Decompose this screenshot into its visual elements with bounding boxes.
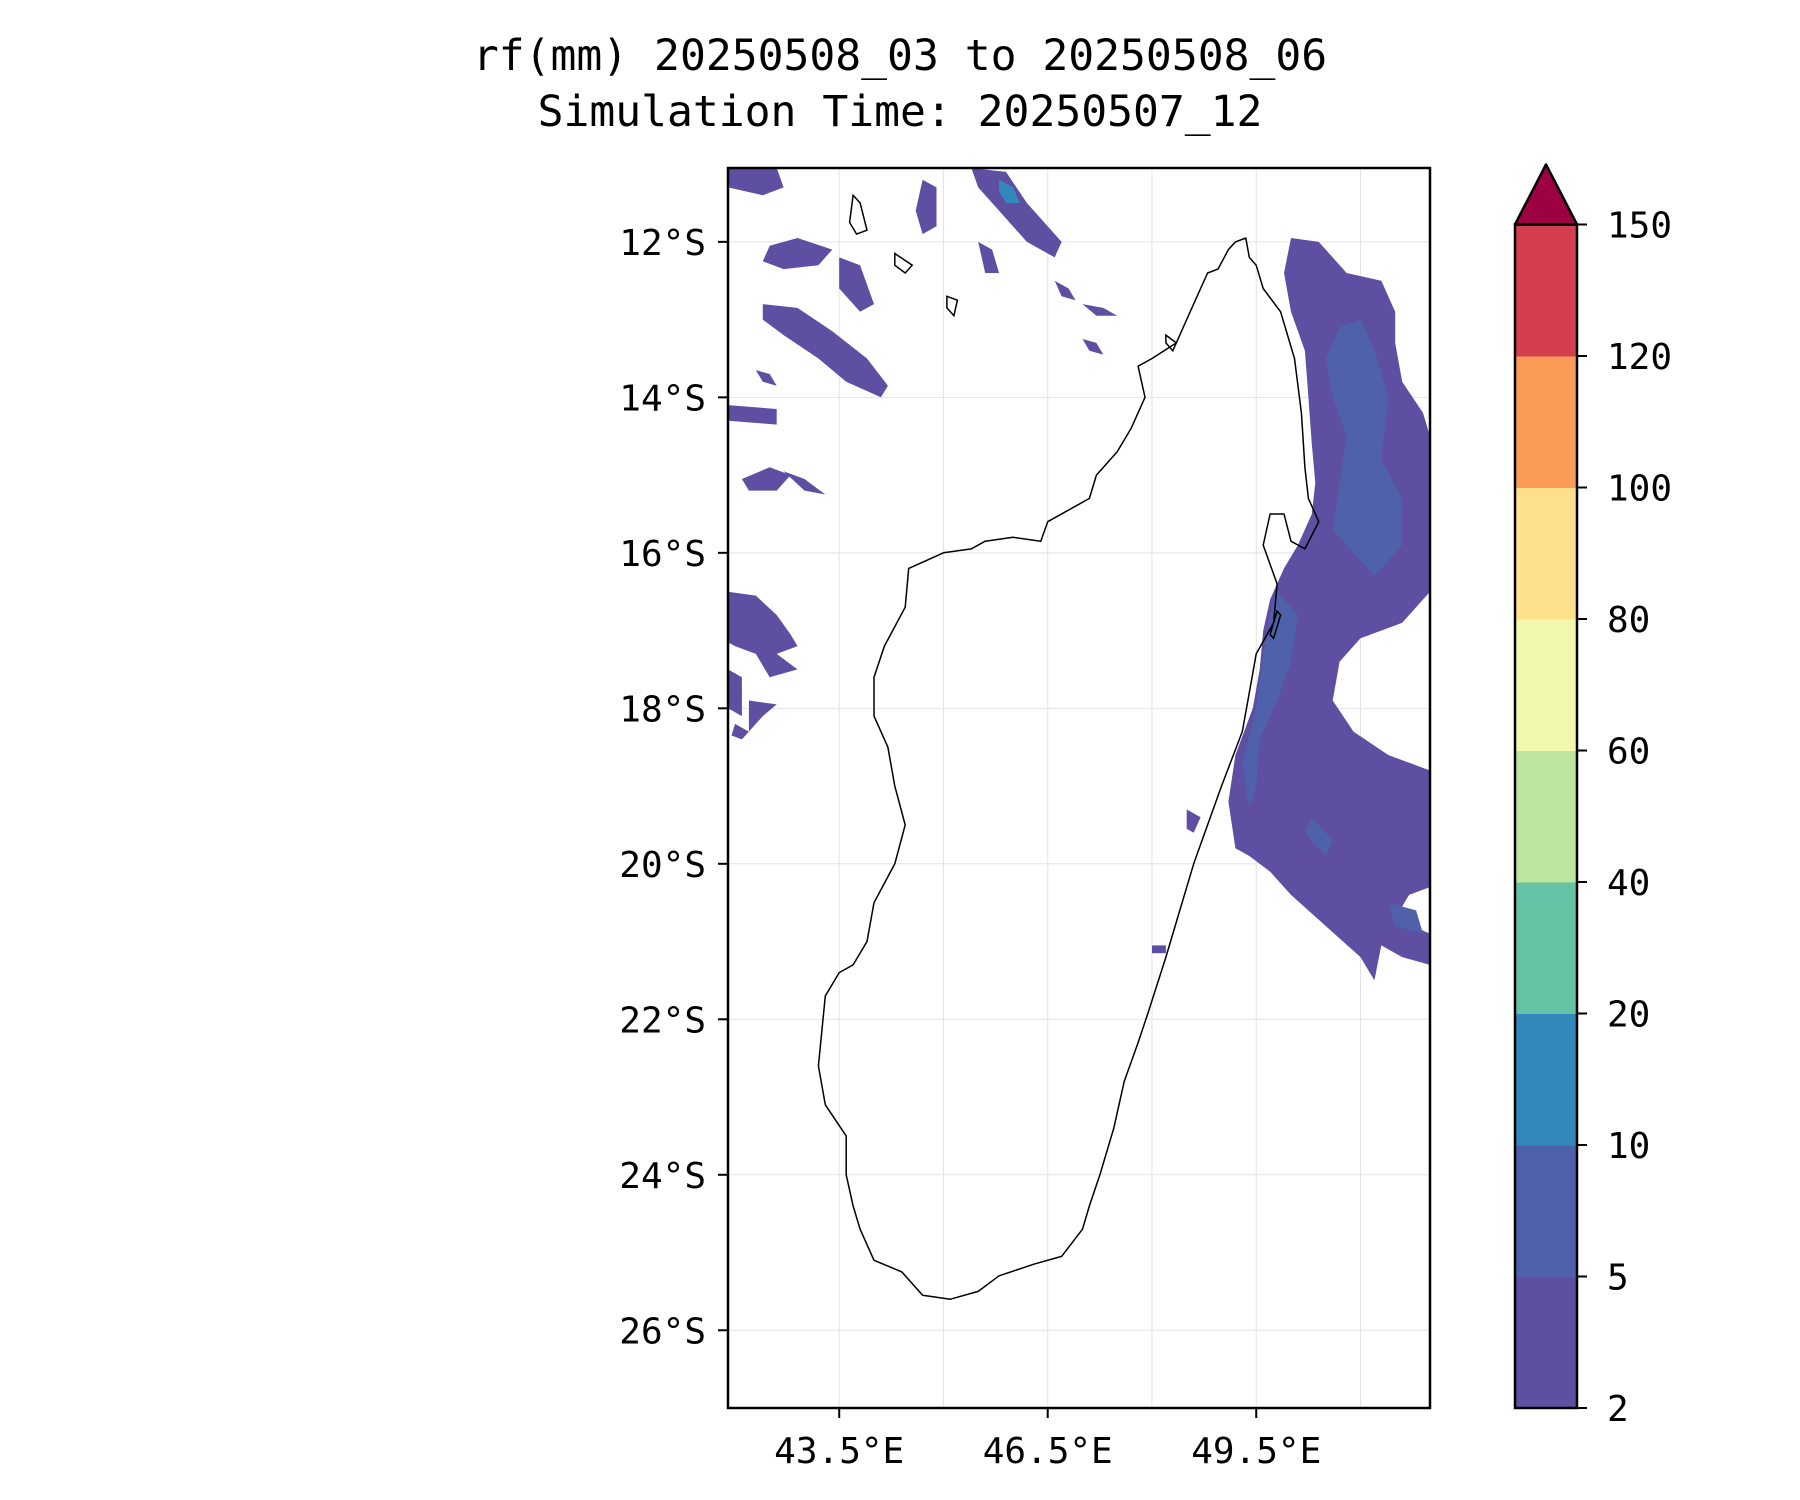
rain-patch bbox=[1082, 339, 1104, 355]
colorbar-segment bbox=[1515, 750, 1577, 883]
colorbar-extend-arrow bbox=[1513, 163, 1579, 226]
rain-patch bbox=[1304, 817, 1333, 856]
colorbar-tick-label: 120 bbox=[1607, 337, 1672, 378]
rain-patch bbox=[1152, 945, 1166, 954]
rain-patch bbox=[1242, 591, 1298, 810]
rain-patch bbox=[971, 168, 1062, 258]
colorbar-tick-label: 150 bbox=[1607, 206, 1672, 247]
rain-patch bbox=[728, 168, 784, 196]
rain-patch bbox=[728, 669, 742, 717]
coastline bbox=[817, 193, 1320, 1300]
colorbar-tick-label: 2 bbox=[1607, 1389, 1629, 1430]
colorbar-segment bbox=[1515, 1276, 1577, 1409]
colorbar-segment bbox=[1515, 356, 1577, 488]
rain-patch bbox=[915, 179, 937, 235]
rain-patch bbox=[731, 723, 749, 740]
lat-tick-label: 14°S bbox=[619, 378, 706, 419]
lat-tick-label: 20°S bbox=[619, 845, 706, 886]
island-outline bbox=[848, 193, 868, 236]
colorbar-segment bbox=[1515, 487, 1577, 620]
rain-patch bbox=[728, 591, 798, 678]
colorbar-tick-label: 80 bbox=[1607, 600, 1650, 641]
colorbar-segment bbox=[1515, 224, 1577, 357]
rain-patch bbox=[839, 257, 874, 312]
island-outline bbox=[894, 252, 914, 275]
island-outline bbox=[1269, 609, 1282, 640]
lat-tick-label: 22°S bbox=[619, 1000, 706, 1041]
lat-tick-label: 16°S bbox=[619, 534, 706, 575]
map-panel: 12°S14°S16°S18°S20°S22°S24°S26°S 43.5°E 4… bbox=[619, 166, 1432, 1472]
title-line-2: Simulation Time: 20250507_12 bbox=[538, 87, 1263, 137]
rain-patch bbox=[748, 700, 777, 732]
island-outline bbox=[1165, 333, 1178, 353]
rain-patch bbox=[978, 241, 1000, 273]
rain-patch bbox=[728, 405, 777, 425]
rain-patch bbox=[999, 179, 1020, 203]
longitude-labels: 43.5°E 46.5°E 49.5°E bbox=[774, 1408, 1321, 1472]
colorbar-tick-label: 100 bbox=[1607, 469, 1672, 510]
rain-patch bbox=[762, 238, 833, 270]
colorbar-tick-label: 60 bbox=[1607, 732, 1650, 773]
title-line-1: rf(mm) 20250508_03 to 20250508_06 bbox=[473, 31, 1327, 81]
rain-patch bbox=[762, 304, 888, 398]
colorbar-frame bbox=[1513, 223, 1579, 1410]
island-outline bbox=[946, 295, 959, 318]
rain-patch bbox=[741, 467, 791, 491]
colorbar-segment bbox=[1515, 1013, 1577, 1146]
colorbar-segment bbox=[1515, 1145, 1577, 1277]
lon-tick-label: 43.5°E bbox=[774, 1431, 904, 1472]
rain-patch bbox=[755, 370, 777, 386]
lon-tick-label: 49.5°E bbox=[1191, 1431, 1321, 1472]
lat-tick-label: 18°S bbox=[619, 689, 706, 730]
rain-patch bbox=[1325, 319, 1403, 577]
rainfall-field bbox=[728, 168, 1430, 981]
colorbar: 2 5 10 20 40 60 80 100 120 150 bbox=[1513, 163, 1672, 1430]
lon-tick-label: 46.5°E bbox=[983, 1431, 1113, 1472]
madagascar-coastline bbox=[817, 237, 1320, 1300]
colorbar-tick-label: 10 bbox=[1607, 1126, 1650, 1167]
rain-patch bbox=[1322, 887, 1337, 907]
colorbar-segment bbox=[1515, 619, 1577, 751]
map-frame bbox=[726, 166, 1432, 1410]
rain-patch bbox=[783, 471, 826, 495]
rain-patch bbox=[1054, 280, 1076, 301]
colorbar-segment bbox=[1515, 882, 1577, 1014]
lat-tick-label: 12°S bbox=[619, 223, 706, 264]
rain-patch bbox=[1082, 304, 1118, 316]
colorbar-tick-label: 20 bbox=[1607, 995, 1650, 1036]
rain-patch bbox=[1388, 902, 1423, 934]
rain-patch bbox=[1186, 809, 1201, 833]
latitude-labels: 12°S 14°S 16°S 18°S 20°S 22°S 24°S 26°S bbox=[619, 223, 728, 1352]
colorbar-tick-label: 5 bbox=[1607, 1258, 1629, 1299]
colorbar-tick-label: 40 bbox=[1607, 863, 1650, 904]
lat-tick-label: 26°S bbox=[619, 1311, 706, 1352]
lat-tick-label: 24°S bbox=[619, 1156, 706, 1197]
